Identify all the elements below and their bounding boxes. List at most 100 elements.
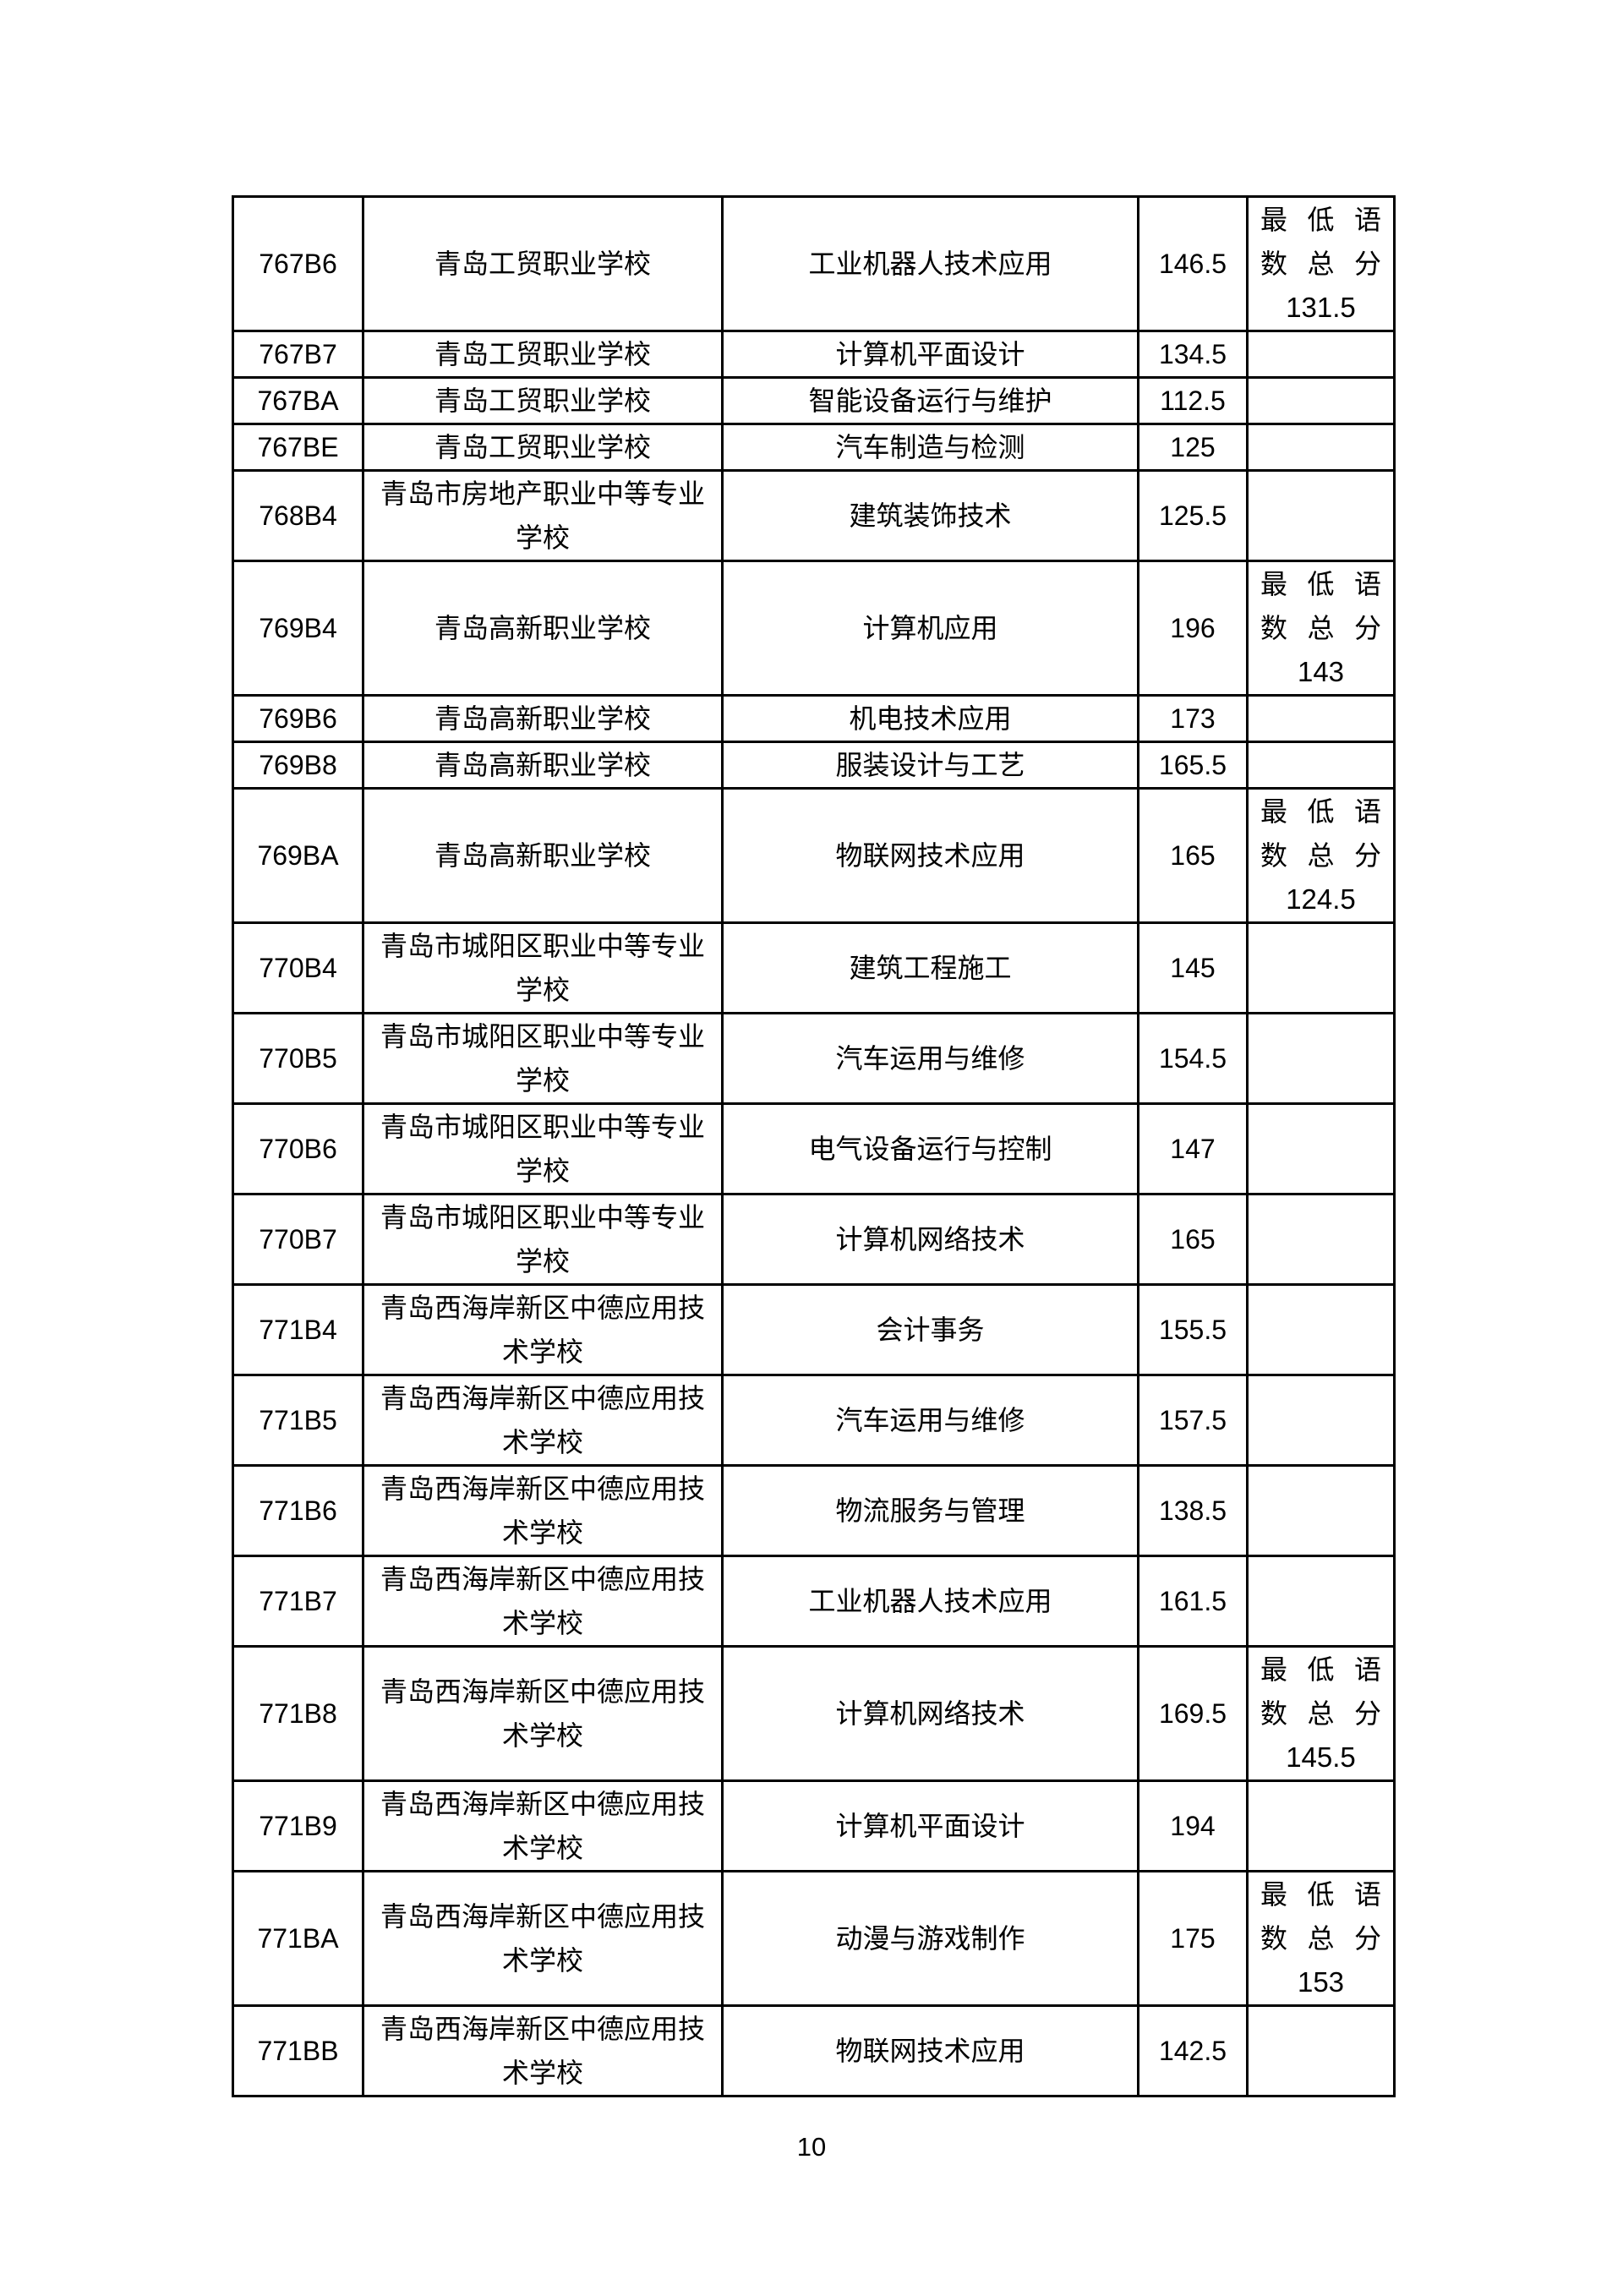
cell-code: 768B4: [232, 469, 364, 562]
cell-school: 青岛西海岸新区中德应用技术学校: [362, 2004, 724, 2097]
table-row: 771B8 青岛西海岸新区中德应用技术学校 计算机网络技术 169.5 最低语数…: [232, 1645, 1396, 1782]
cell-score: 147: [1137, 1102, 1249, 1195]
cell-school: 青岛市城阳区职业中等专业学校: [362, 1193, 724, 1286]
cell-major: 计算机应用: [721, 560, 1139, 697]
cell-code: 770B4: [232, 921, 364, 1014]
table-row: 771BA 青岛西海岸新区中德应用技术学校 动漫与游戏制作 175 最低语 数总分…: [232, 1870, 1396, 2007]
cell-score: 146.5: [1137, 195, 1249, 332]
cell-code: 769B8: [232, 741, 364, 790]
cell-note: [1246, 1374, 1396, 1467]
cell-score: 161.5: [1137, 1555, 1249, 1648]
cell-code: 767BA: [232, 376, 364, 425]
cell-note: [1246, 1193, 1396, 1286]
cell-major: 建筑工程施工: [721, 921, 1139, 1014]
cell-score: 165: [1137, 1193, 1249, 1286]
cell-note: [1246, 1464, 1396, 1557]
cell-major: 物联网技术应用: [721, 787, 1139, 924]
table-row: 771B6 青岛西海岸新区中德应用技术学校 物流服务与管理 138.5: [232, 1464, 1396, 1557]
cell-major: 汽车制造与检测: [721, 423, 1139, 472]
cell-school: 青岛工贸职业学校: [362, 330, 724, 379]
cell-score: 155.5: [1137, 1283, 1249, 1376]
cell-major: 服装设计与工艺: [721, 741, 1139, 790]
cell-major: 会计事务: [721, 1283, 1139, 1376]
cell-school: 青岛市城阳区职业中等专业学校: [362, 921, 724, 1014]
cell-code: 771B6: [232, 1464, 364, 1557]
note-label-line: 数总分: [1260, 613, 1381, 643]
cell-school: 青岛西海岸新区中德应用技术学校: [362, 1464, 724, 1557]
cell-score: 165.5: [1137, 741, 1249, 790]
cell-score: 157.5: [1137, 1374, 1249, 1467]
cell-code: 769B4: [232, 560, 364, 697]
cell-note: [1246, 423, 1396, 472]
table-row: 770B5 青岛市城阳区职业中等专业学校 汽车运用与维修 154.5: [232, 1012, 1396, 1105]
note-label-line: 数总分: [1260, 1923, 1381, 1954]
cell-code: 767BE: [232, 423, 364, 472]
cell-note: [1246, 921, 1396, 1014]
cell-school: 青岛西海岸新区中德应用技术学校: [362, 1870, 724, 2007]
cell-note: [1246, 376, 1396, 425]
note-label-line: 最低语: [1260, 569, 1381, 599]
cell-major: 机电技术应用: [721, 694, 1139, 743]
cell-code: 769B6: [232, 694, 364, 743]
cell-major: 物联网技术应用: [721, 2004, 1139, 2097]
cell-code: 770B5: [232, 1012, 364, 1105]
note-label-line: 最低语: [1260, 205, 1381, 235]
cell-school: 青岛西海岸新区中德应用技术学校: [362, 1374, 724, 1467]
table-row: 769BA 青岛高新职业学校 物联网技术应用 165 最低语 数总分 124.5: [232, 787, 1396, 924]
cell-note: [1246, 1012, 1396, 1105]
cell-note: [1246, 2004, 1396, 2097]
cell-code: 769BA: [232, 787, 364, 924]
cell-major: 工业机器人技术应用: [721, 195, 1139, 332]
cell-note: 最低语 数总分 124.5: [1246, 787, 1396, 924]
cell-school: 青岛高新职业学校: [362, 787, 724, 924]
note-label-line: 数总分: [1260, 249, 1381, 279]
cell-major: 智能设备运行与维护: [721, 376, 1139, 425]
cell-code: 771B4: [232, 1283, 364, 1376]
cell-score: 196: [1137, 560, 1249, 697]
cell-major: 工业机器人技术应用: [721, 1555, 1139, 1648]
table-row: 769B8 青岛高新职业学校 服装设计与工艺 165.5: [232, 741, 1396, 790]
cell-major: 计算机平面设计: [721, 330, 1139, 379]
cell-major: 计算机平面设计: [721, 1779, 1139, 1872]
note-value: 124.5: [1286, 883, 1356, 915]
cell-score: 194: [1137, 1779, 1249, 1872]
cell-score: 125.5: [1137, 469, 1249, 562]
cell-score: 112.5: [1137, 376, 1249, 425]
table-row: 770B6 青岛市城阳区职业中等专业学校 电气设备运行与控制 147: [232, 1102, 1396, 1195]
cell-major: 计算机网络技术: [721, 1193, 1139, 1286]
cell-school: 青岛工贸职业学校: [362, 423, 724, 472]
cell-school: 青岛高新职业学校: [362, 560, 724, 697]
cell-school: 青岛西海岸新区中德应用技术学校: [362, 1645, 724, 1782]
cell-note: [1246, 330, 1396, 379]
table-row: 768B4 青岛市房地产职业中等专业学校 建筑装饰技术 125.5: [232, 469, 1396, 562]
cell-code: 770B7: [232, 1193, 364, 1286]
cell-school: 青岛工贸职业学校: [362, 376, 724, 425]
cell-note: [1246, 741, 1396, 790]
cell-note: [1246, 469, 1396, 562]
cell-note: 最低语 数总分 143: [1246, 560, 1396, 697]
cell-code: 767B6: [232, 195, 364, 332]
cell-note: [1246, 1779, 1396, 1872]
page-number: 10: [796, 2132, 827, 2162]
cell-score: 145: [1137, 921, 1249, 1014]
cell-note: 最低语 数总分 153: [1246, 1870, 1396, 2007]
note-label-line: 数总分: [1260, 840, 1381, 871]
cell-code: 771B7: [232, 1555, 364, 1648]
cell-score: 165: [1137, 787, 1249, 924]
table-row: 771BB 青岛西海岸新区中德应用技术学校 物联网技术应用 142.5: [232, 2004, 1396, 2097]
table-row: 767BA 青岛工贸职业学校 智能设备运行与维护 112.5: [232, 376, 1396, 425]
cell-major: 物流服务与管理: [721, 1464, 1139, 1557]
cell-note: [1246, 694, 1396, 743]
cell-score: 125: [1137, 423, 1249, 472]
cell-score: 142.5: [1137, 2004, 1249, 2097]
cell-code: 770B6: [232, 1102, 364, 1195]
cell-score: 134.5: [1137, 330, 1249, 379]
cell-school: 青岛西海岸新区中德应用技术学校: [362, 1283, 724, 1376]
cell-school: 青岛市城阳区职业中等专业学校: [362, 1012, 724, 1105]
table-row: 770B4 青岛市城阳区职业中等专业学校 建筑工程施工 145: [232, 921, 1396, 1014]
cell-score: 175: [1137, 1870, 1249, 2007]
table-row: 771B9 青岛西海岸新区中德应用技术学校 计算机平面设计 194: [232, 1779, 1396, 1872]
table-row: 770B7 青岛市城阳区职业中等专业学校 计算机网络技术 165: [232, 1193, 1396, 1286]
note-value: 145.5: [1286, 1741, 1356, 1773]
cell-major: 电气设备运行与控制: [721, 1102, 1139, 1195]
